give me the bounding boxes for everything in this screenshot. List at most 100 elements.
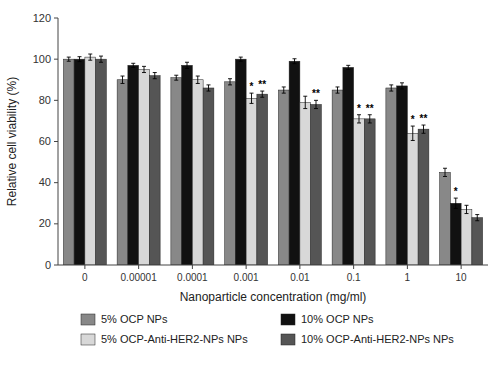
- bar: [364, 119, 375, 265]
- x-tick: [461, 265, 462, 269]
- bar: [192, 80, 203, 265]
- x-tick-label: 0: [82, 272, 88, 283]
- error-bar: [67, 57, 71, 61]
- legend-label: 5% OCP NPs: [101, 313, 168, 325]
- y-tick-label: 120: [33, 12, 51, 24]
- bar: [450, 203, 461, 265]
- error-bar: [88, 54, 92, 60]
- error-bar: [368, 115, 372, 123]
- x-axis: [58, 265, 488, 266]
- y-tick: [54, 141, 58, 142]
- error-bar: [411, 126, 415, 140]
- error-bar: [389, 85, 393, 91]
- bar: [472, 218, 483, 265]
- error-bar: [422, 125, 426, 133]
- y-tick-label: 60: [39, 135, 51, 147]
- error-bar: [153, 73, 157, 79]
- annotation: *: [357, 103, 361, 114]
- x-tick-label: 0.001: [234, 272, 259, 283]
- error-bar: [454, 198, 458, 208]
- error-bar: [357, 115, 361, 123]
- bar: [246, 98, 257, 265]
- error-bar: [121, 76, 125, 83]
- y-axis-label: Relative cell viability (%): [5, 77, 19, 206]
- bar: [235, 59, 246, 265]
- bar: [128, 65, 139, 265]
- legend-swatch: [281, 314, 295, 325]
- y-tick: [54, 100, 58, 101]
- bar: [149, 76, 160, 265]
- y-tick: [54, 265, 58, 266]
- legend-swatch: [81, 334, 95, 345]
- bars: [63, 54, 482, 265]
- x-tick-label: 0.01: [290, 272, 310, 283]
- error-bar: [260, 91, 264, 97]
- bar: [397, 86, 408, 265]
- x-tick: [84, 265, 85, 269]
- bar: [278, 90, 289, 265]
- x-tick: [192, 265, 193, 269]
- annotation: **: [366, 103, 374, 114]
- bar: [332, 90, 343, 265]
- bar: [257, 94, 268, 265]
- error-bar: [78, 57, 82, 62]
- error-bar: [303, 96, 307, 108]
- annotation: **: [312, 88, 320, 99]
- y-tick-label: 80: [39, 94, 51, 106]
- x-tick-label: 0.0001: [177, 272, 208, 283]
- y-tick-label: 100: [33, 53, 51, 65]
- error-bar: [185, 62, 189, 68]
- y-axis: [58, 18, 59, 265]
- error-bar: [475, 215, 479, 221]
- error-bar: [239, 57, 243, 61]
- error-bar: [443, 168, 447, 176]
- error-bar: [465, 205, 469, 213]
- bar: [407, 133, 418, 265]
- y-tick-label: 20: [39, 217, 51, 229]
- error-bar: [250, 93, 254, 103]
- legend-label: 5% OCP-Anti-HER2-NPs NPs: [101, 333, 248, 345]
- bar: [139, 69, 150, 265]
- y-tick: [54, 59, 58, 60]
- bar: [354, 119, 365, 265]
- annotation: *: [250, 81, 254, 92]
- bar: [289, 61, 300, 265]
- bar: [171, 78, 182, 265]
- legend-swatch: [281, 334, 295, 345]
- error-bar: [293, 59, 297, 64]
- annotation: **: [420, 113, 428, 124]
- error-bar: [99, 56, 103, 62]
- x-tick-label: 0.00001: [121, 272, 158, 283]
- bar: [461, 209, 472, 265]
- x-tick: [407, 265, 408, 269]
- error-bar: [131, 63, 135, 67]
- y-tick: [54, 223, 58, 224]
- bar: [117, 80, 128, 265]
- chart: 02040608010012000.000010.00010.0010.010.…: [0, 0, 500, 387]
- legend-label: 10% OCP NPs: [301, 313, 374, 325]
- x-tick-label: 10: [456, 272, 468, 283]
- x-tick: [299, 265, 300, 269]
- x-tick: [138, 265, 139, 269]
- error-bar: [282, 87, 286, 93]
- x-tick: [246, 265, 247, 269]
- error-bar: [336, 87, 340, 93]
- bar: [311, 104, 322, 265]
- x-axis-label: Nanoparticle concentration (mg/ml): [180, 290, 367, 304]
- bar: [182, 65, 193, 265]
- bar: [74, 59, 85, 265]
- legend: 5% OCP NPs 10% OCP NPs 5% OCP-Anti-HER2-NP…: [81, 313, 454, 345]
- error-bar: [207, 85, 211, 91]
- legend-swatch: [81, 314, 95, 325]
- bar: [63, 59, 74, 265]
- error-bar: [142, 66, 146, 72]
- bar: [418, 129, 429, 265]
- y-tick-label: 40: [39, 176, 51, 188]
- bar: [85, 57, 96, 265]
- bar: [203, 88, 214, 265]
- bar: [343, 67, 354, 265]
- bar: [300, 102, 311, 265]
- annotation: *: [411, 114, 415, 125]
- error-bar: [346, 65, 350, 69]
- x-tick-label: 0.1: [347, 272, 361, 283]
